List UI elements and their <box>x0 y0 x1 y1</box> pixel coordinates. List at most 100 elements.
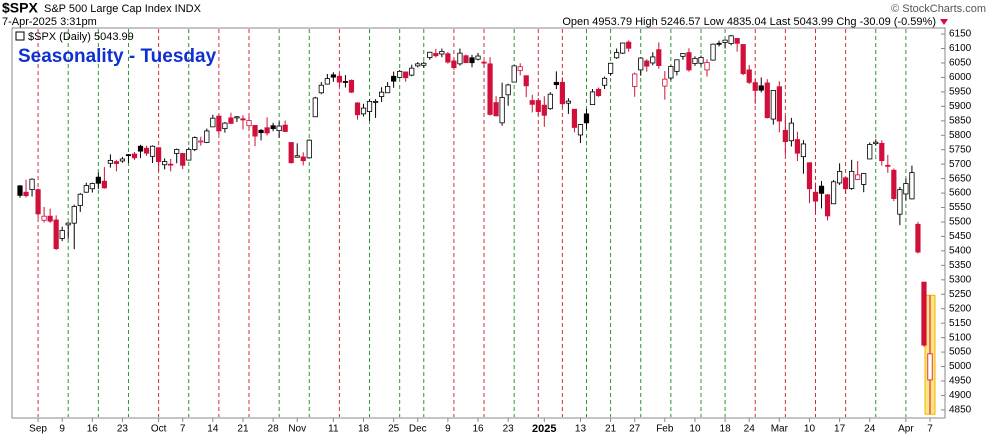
candle-body <box>149 145 156 157</box>
candle-body <box>553 81 559 86</box>
candle-body <box>812 191 819 202</box>
y-tick-label: 6000 <box>949 72 972 83</box>
x-tick-label: 9 <box>445 424 451 435</box>
x-tick-label: 7 <box>927 424 933 435</box>
chart-title: Seasonality - Tuesday <box>18 46 217 67</box>
y-tick-label: 4850 <box>949 405 972 416</box>
candle-body <box>216 115 222 132</box>
candle-body <box>837 170 843 184</box>
candle-body <box>397 70 403 78</box>
x-tick-label: 21 <box>605 424 617 435</box>
candle-body <box>29 178 35 191</box>
legend: $SPX (Daily) 5043.99 <box>28 31 134 43</box>
x-tick-label: 9 <box>59 424 65 435</box>
candle-body <box>276 125 282 132</box>
x-tick-label: 23 <box>503 424 515 435</box>
x-tick-label: Oct <box>151 424 167 435</box>
candle-body <box>336 75 343 83</box>
candle-body <box>475 55 481 60</box>
y-tick-label: 4900 <box>949 390 972 401</box>
candle-body <box>162 161 168 166</box>
candle-body <box>686 52 692 71</box>
candle-body <box>222 122 228 130</box>
candle-body <box>547 93 553 110</box>
candle-body <box>445 53 451 63</box>
candle-body <box>867 144 873 160</box>
candle-body <box>198 140 204 143</box>
y-tick-label: 5100 <box>949 332 972 343</box>
y-tick-label: 5450 <box>949 231 972 242</box>
candle-body <box>758 85 764 91</box>
candle-body <box>240 118 246 121</box>
y-tick-label: 5550 <box>949 202 972 213</box>
y-tick-label: 5300 <box>949 274 972 285</box>
x-tick-label: 11 <box>328 424 339 435</box>
x-tick-label: 14 <box>207 424 219 435</box>
candle-body <box>59 229 65 239</box>
candle-body <box>861 173 867 185</box>
candle-body <box>903 183 909 195</box>
candle-body <box>710 43 716 61</box>
stats: Open 4953.79 High 5246.57 Low 4835.04 La… <box>562 16 936 28</box>
candle-body <box>650 56 656 64</box>
candle-body <box>800 143 807 158</box>
x-tick-label: 17 <box>834 424 846 435</box>
y-tick-label: 5350 <box>949 260 972 271</box>
candle-body <box>403 71 409 79</box>
candle-body <box>463 55 469 64</box>
candle-body <box>348 79 355 93</box>
x-tick-label: 2025 <box>532 423 556 435</box>
candle-body <box>294 155 300 158</box>
candle-body <box>17 185 23 196</box>
candle-body <box>204 130 210 143</box>
candle-body <box>433 53 439 57</box>
x-tick-label: 16 <box>472 424 484 435</box>
candle-body <box>252 125 258 137</box>
candle-body <box>125 154 132 157</box>
candle-body <box>119 158 126 162</box>
candle-body <box>180 153 186 166</box>
candle-body <box>614 52 620 59</box>
candle-body <box>342 81 349 83</box>
candle-body <box>354 102 361 116</box>
candle-body <box>843 177 849 190</box>
candle-body <box>366 101 373 112</box>
candle-body <box>306 139 312 159</box>
x-tick-label: 24 <box>864 424 876 435</box>
candle-body <box>89 183 95 190</box>
candle-body <box>228 117 234 124</box>
y-tick-label: 6150 <box>949 29 972 40</box>
candle-body <box>186 149 192 161</box>
y-tick-label: 5400 <box>949 246 972 257</box>
candle-body <box>740 44 746 75</box>
x-tick-label: 13 <box>575 424 587 435</box>
candle-body <box>668 66 674 79</box>
y-tick-label: 5200 <box>949 303 972 314</box>
candle-body <box>137 145 144 152</box>
y-tick-label: 5500 <box>949 217 972 228</box>
candle-body <box>457 52 463 65</box>
y-tick-label: 5900 <box>949 101 972 112</box>
x-tick-label: Nov <box>288 424 306 435</box>
date: 7-Apr-2025 3:31pm <box>2 16 97 28</box>
candle-body <box>372 101 379 103</box>
x-tick-label: 18 <box>358 424 370 435</box>
candle-body <box>246 120 252 127</box>
candle-body <box>909 172 915 200</box>
candle-body <box>469 57 475 64</box>
candle-body <box>607 62 614 74</box>
candle-body <box>644 60 650 67</box>
x-tick-label: 28 <box>268 424 280 435</box>
candle-body <box>873 141 879 145</box>
candle-body <box>499 96 505 124</box>
x-tick-label: Apr <box>898 424 914 435</box>
candle-body <box>776 86 782 122</box>
candle-body <box>101 180 107 189</box>
candle-body <box>71 205 77 224</box>
x-tick-label: 10 <box>689 424 701 435</box>
candle-body <box>210 117 216 128</box>
candle-body <box>505 84 511 96</box>
x-tick-label: 23 <box>117 424 129 435</box>
